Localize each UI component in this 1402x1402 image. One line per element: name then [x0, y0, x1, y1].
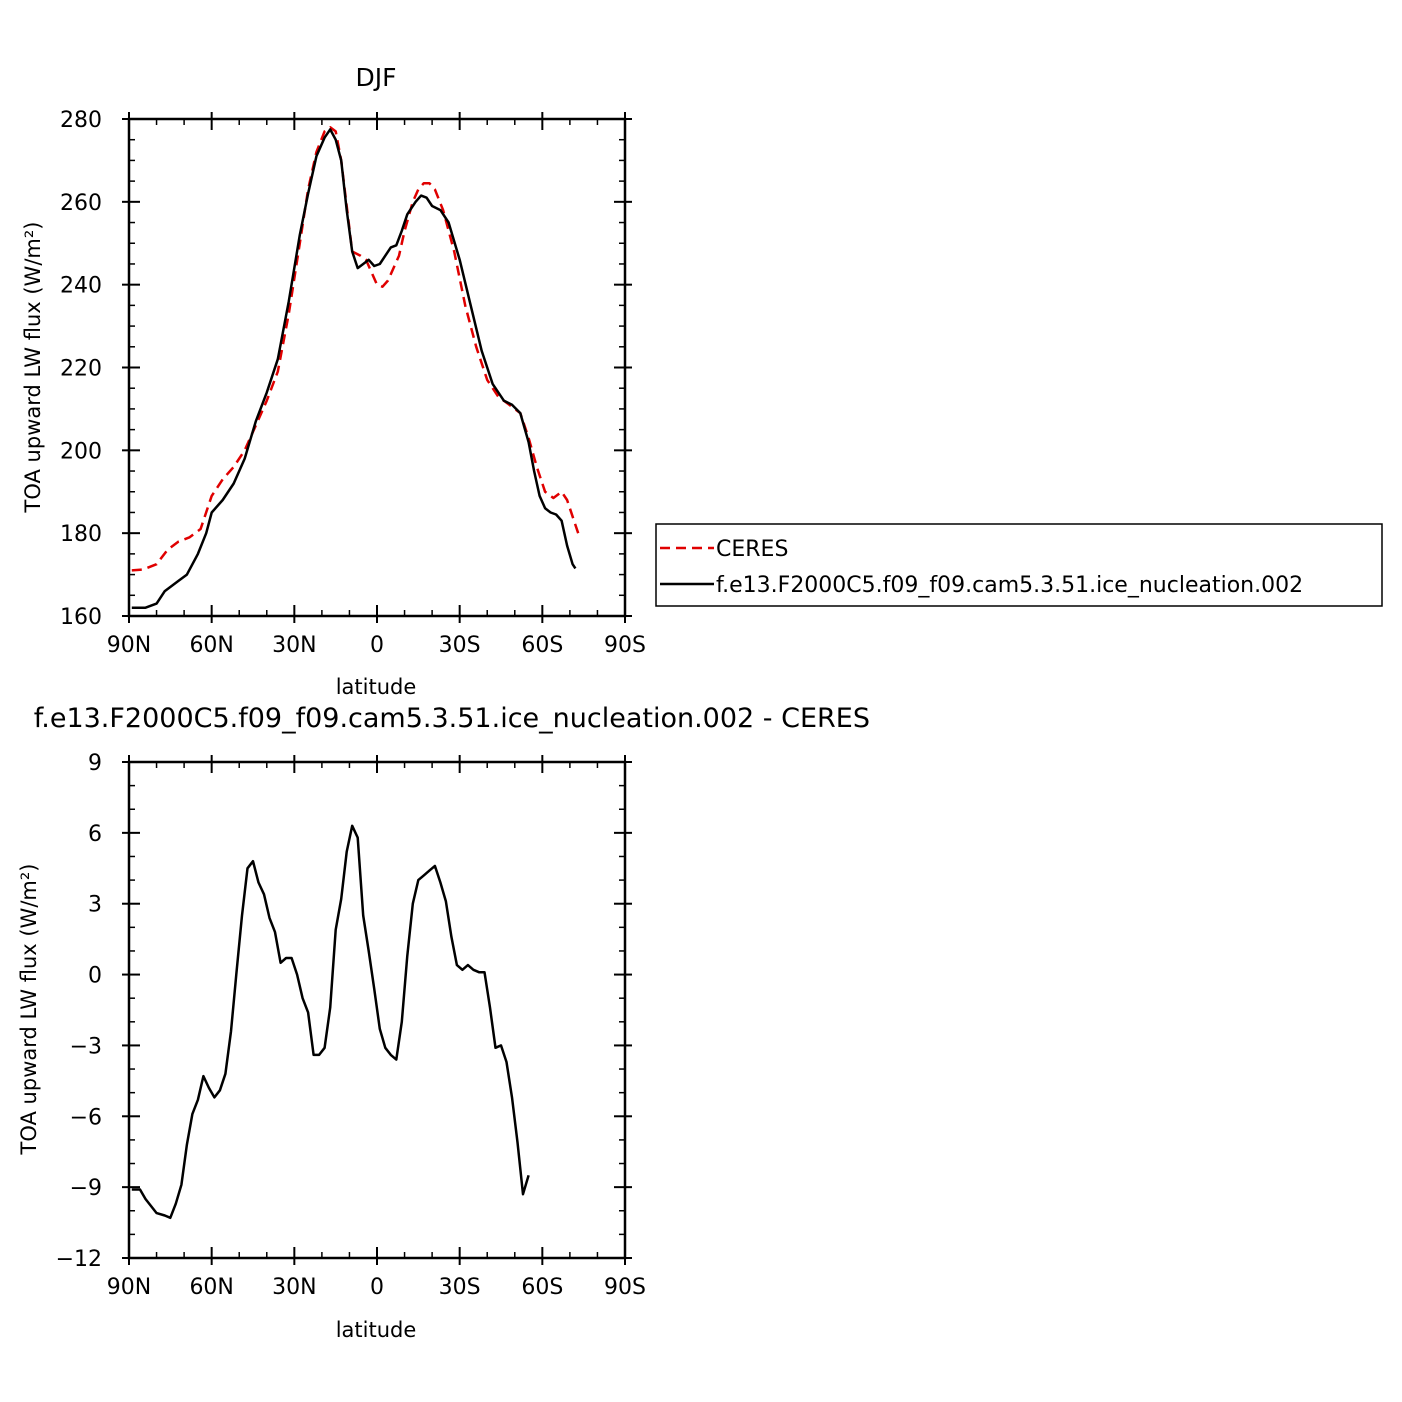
x-tick-label: 30N — [272, 1275, 316, 1300]
y-tick-label: 9 — [88, 751, 102, 776]
x-tick-label: 60S — [521, 1275, 563, 1300]
top-panel: DJF 90N 60N 30N 0 30S 60S 90S 160 180 200 220 240 26… — [21, 63, 646, 699]
bottom-y-axis-label: TOA upward LW flux (W/m²) — [17, 864, 41, 1156]
top-axis-ticks: 90N 60N 30N 0 30S 60S 90S 160 180 200 220 240 260 280 — [60, 108, 646, 658]
bottom-series-line-0 — [131, 824, 530, 1220]
bottom-chart-title: f.e13.F2000C5.f09_f09.cam5.3.51.ice_nucl… — [34, 703, 870, 734]
x-tick-label: 90S — [604, 1275, 646, 1300]
x-tick-label: 90S — [604, 633, 646, 658]
y-tick-label: 180 — [60, 522, 102, 547]
x-tick-label: 90N — [107, 633, 151, 658]
x-tick-label: 30S — [439, 1275, 481, 1300]
legend-box — [655, 523, 1383, 607]
y-tick-label: 220 — [60, 357, 102, 382]
y-tick-label: 0 — [88, 964, 102, 989]
top-series-line-0 — [131, 126, 580, 572]
x-tick-label: 0 — [370, 1275, 384, 1300]
x-tick-label: 30N — [272, 633, 316, 658]
bottom-axis-ticks: 90N 60N 30N 0 30S 60S 90S −12 −9 −6 −3 0 3 6 9 — [56, 751, 646, 1300]
bottom-panel: f.e13.F2000C5.f09_f09.cam5.3.51.ice_nucl… — [17, 703, 870, 1342]
y-tick-label: 3 — [88, 893, 102, 918]
y-tick-label: −12 — [56, 1247, 102, 1272]
legend-label-ceres: CERES — [716, 537, 788, 562]
legend-label-model: f.e13.F2000C5.f09_f09.cam5.3.51.ice_nucl… — [716, 573, 1303, 598]
y-tick-label: 260 — [60, 191, 102, 216]
x-tick-label: 90N — [107, 1275, 151, 1300]
bottom-plot-lines — [131, 824, 530, 1220]
y-tick-label: 240 — [60, 274, 102, 299]
x-tick-label: 60N — [189, 633, 233, 658]
bottom-x-axis-label: latitude — [336, 1318, 417, 1342]
y-tick-label: 200 — [60, 439, 102, 464]
top-series-line-1 — [131, 128, 577, 609]
y-tick-label: 280 — [60, 108, 102, 133]
x-tick-label: 30S — [439, 633, 481, 658]
x-tick-label: 0 — [370, 633, 384, 658]
top-y-axis-label: TOA upward LW flux (W/m²) — [21, 222, 45, 514]
y-tick-label: 6 — [88, 822, 102, 847]
y-tick-label: −6 — [70, 1105, 102, 1130]
x-tick-label: 60N — [189, 1275, 233, 1300]
x-tick-label: 60S — [521, 633, 563, 658]
top-chart-title: DJF — [355, 63, 396, 92]
y-tick-label: 160 — [60, 605, 102, 630]
y-tick-label: −3 — [70, 1034, 102, 1059]
top-x-axis-label: latitude — [336, 675, 417, 699]
top-plot-lines — [131, 126, 580, 609]
legend: CERES f.e13.F2000C5.f09_f09.cam5.3.51.ic… — [655, 523, 1383, 607]
y-tick-label: −9 — [70, 1176, 102, 1201]
